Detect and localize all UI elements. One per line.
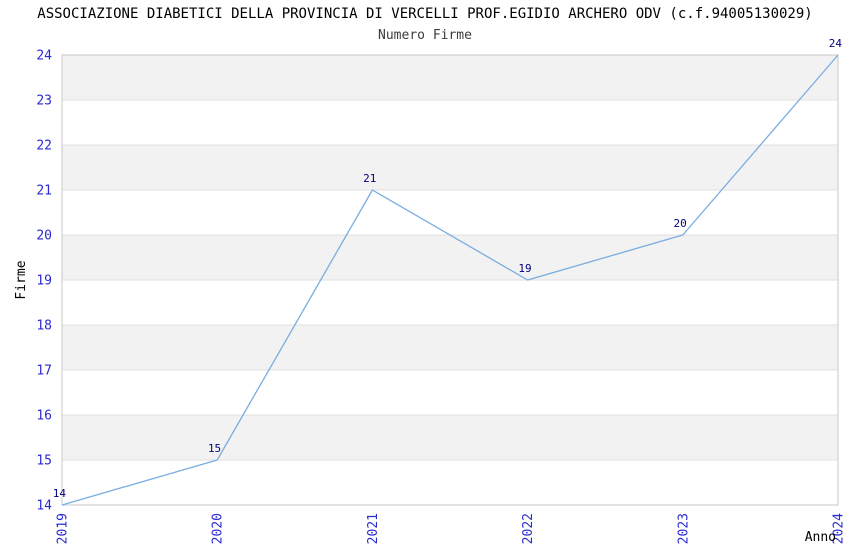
y-tick-label: 24: [36, 49, 52, 64]
data-point-label: 15: [208, 442, 221, 455]
y-tick-label: 21: [36, 184, 52, 199]
band: [62, 280, 838, 325]
band: [62, 415, 838, 460]
x-tick-label: 2019: [56, 513, 71, 544]
band: [62, 460, 838, 505]
y-axis-tick-labels: 14 15 16 17 18 19 20 21 22 23 24: [36, 49, 52, 514]
data-point-label: 20: [674, 217, 687, 230]
x-tick-label: 2021: [366, 513, 381, 544]
y-tick-label: 15: [36, 454, 52, 469]
y-tick-label: 14: [36, 499, 52, 514]
chart-title: ASSOCIAZIONE DIABETICI DELLA PROVINCIA D…: [37, 6, 813, 22]
band: [62, 370, 838, 415]
x-tick-label: 2024: [832, 513, 847, 544]
data-point-label: 21: [363, 172, 376, 185]
band: [62, 325, 838, 370]
band: [62, 55, 838, 100]
y-tick-label: 16: [36, 409, 52, 424]
x-tick-label: 2022: [521, 513, 536, 544]
chart-subtitle: Numero Firme: [378, 28, 472, 43]
y-tick-label: 22: [36, 139, 52, 154]
data-point-label: 14: [53, 487, 67, 500]
y-axis-title: Firme: [14, 260, 29, 299]
y-tick-label: 23: [36, 94, 52, 109]
data-point-labels: 14 15 21 19 20 24: [53, 37, 843, 500]
band: [62, 235, 838, 280]
plot-border: [61, 54, 839, 506]
series-line: [61, 54, 839, 506]
x-axis-tick-labels: 2019 2020 2021 2022 2023 2024: [56, 513, 847, 544]
x-axis-title: Anno: [805, 530, 836, 545]
data-point-label: 19: [518, 262, 531, 275]
y-tick-label: 19: [36, 274, 52, 289]
data-point-label: 24: [829, 37, 843, 50]
line-series: [61, 54, 839, 506]
y-tick-label: 18: [36, 319, 52, 334]
y-tick-label: 17: [36, 364, 52, 379]
y-tick-label: 20: [36, 229, 52, 244]
horizontal-gridlines: [61, 54, 839, 506]
band: [62, 145, 838, 190]
band: [62, 190, 838, 235]
x-tick-label: 2020: [211, 513, 226, 544]
x-tick-label: 2023: [676, 513, 691, 544]
background-bands: [62, 55, 838, 505]
band: [62, 100, 838, 145]
